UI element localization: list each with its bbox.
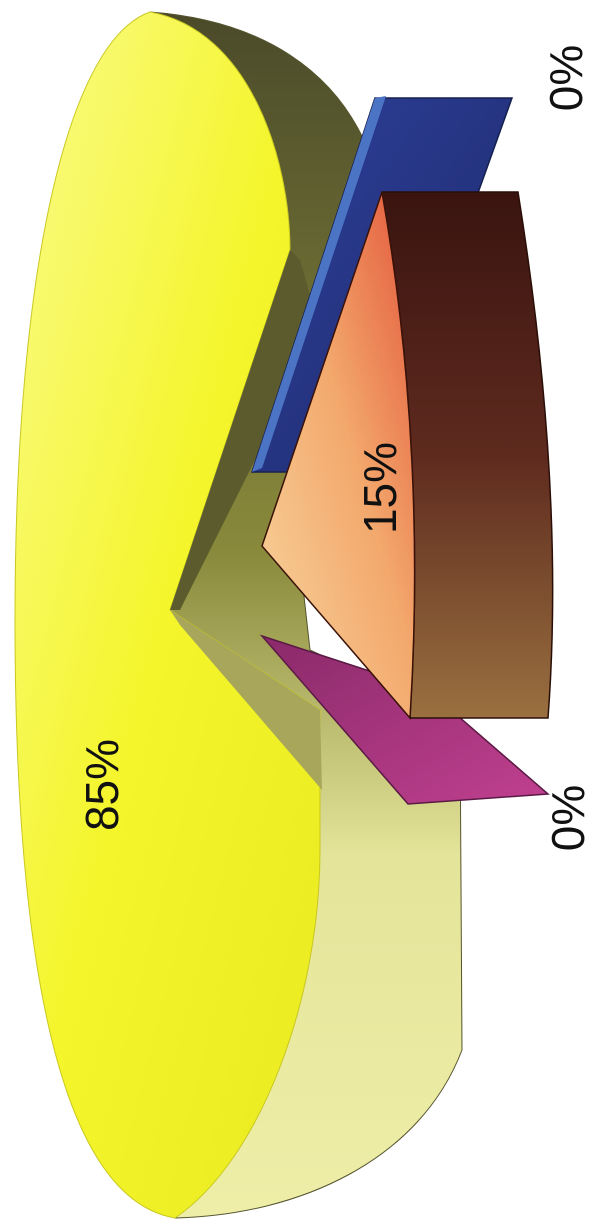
slice-85-cut (170, 250, 320, 610)
slice-0-blue-edge (252, 96, 386, 472)
label-0-pink: 0% (542, 785, 594, 851)
slice-15-top (261, 191, 416, 720)
label-85: 85% (76, 739, 128, 831)
slice-85-top (14, 11, 321, 1219)
slice-85-cut-lower (170, 610, 322, 790)
label-0-blue: 0% (540, 45, 592, 111)
label-15: 15% (354, 442, 406, 534)
